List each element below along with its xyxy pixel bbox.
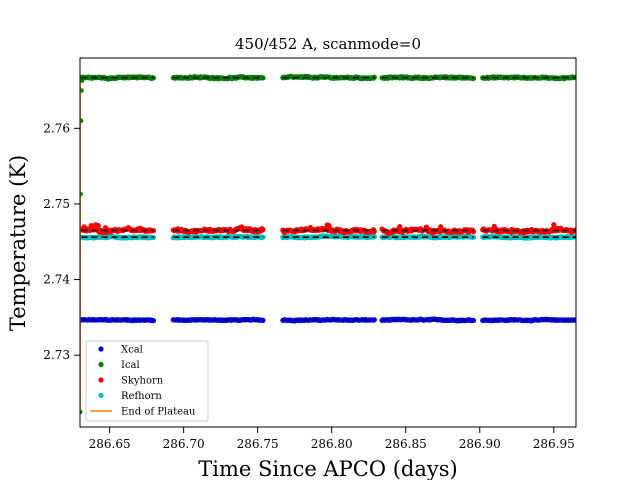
y-axis-label: Temperature (K) bbox=[6, 155, 30, 331]
legend-label: End of Plateau bbox=[121, 407, 196, 418]
y-tick-label: 2.73 bbox=[43, 348, 70, 362]
refhorn-point bbox=[260, 234, 266, 240]
plot-area bbox=[80, 73, 576, 415]
legend-label: Refhorn bbox=[121, 391, 162, 402]
x-tick-label: 286.85 bbox=[385, 437, 427, 451]
y-tick-label: 2.76 bbox=[43, 121, 70, 135]
ical-point bbox=[80, 78, 85, 83]
legend-box bbox=[85, 340, 209, 422]
x-tick-label: 286.95 bbox=[533, 437, 575, 451]
xcal-point bbox=[260, 317, 266, 323]
skyhorn-point bbox=[551, 222, 557, 228]
x-tick-label: 286.70 bbox=[163, 437, 205, 451]
legend-label: Ical bbox=[121, 360, 140, 371]
legend-marker-xcal bbox=[98, 346, 104, 352]
skyhorn-point bbox=[260, 227, 266, 233]
skyhorn-point bbox=[95, 223, 101, 229]
y-tick-label: 2.74 bbox=[43, 273, 70, 287]
legend: Xcal Ical Skyhorn Refhorn End of Plateau bbox=[85, 340, 209, 422]
legend-marker-ical bbox=[98, 361, 104, 368]
reference-lines bbox=[81, 76, 576, 321]
ical-point bbox=[80, 88, 84, 93]
x-tick-label: 286.65 bbox=[89, 437, 131, 451]
x-tick-label: 286.80 bbox=[311, 437, 353, 451]
chart-title: 450/452 A, scanmode=0 bbox=[235, 35, 421, 53]
series-refhorn bbox=[80, 233, 576, 241]
x-tick-label: 286.75 bbox=[237, 437, 279, 451]
legend-marker-skyhorn bbox=[98, 377, 104, 383]
ical-point bbox=[260, 75, 266, 81]
legend-label: Xcal bbox=[121, 345, 143, 356]
x-axis-ticks: 286.65 286.70 286.75 286.80 286.85 286.90 286.… bbox=[89, 427, 575, 451]
axes-frame bbox=[79, 57, 577, 428]
y-tick-label: 2.75 bbox=[43, 197, 70, 211]
y-axis-ticks: 2.73 2.74 2.75 2.76 bbox=[43, 121, 80, 362]
legend-label: Skyhorn bbox=[121, 376, 164, 387]
legend-marker-refhorn bbox=[98, 392, 104, 399]
x-axis-label: Time Since APCO (days) bbox=[198, 457, 457, 480]
x-tick-label: 286.90 bbox=[459, 437, 501, 451]
